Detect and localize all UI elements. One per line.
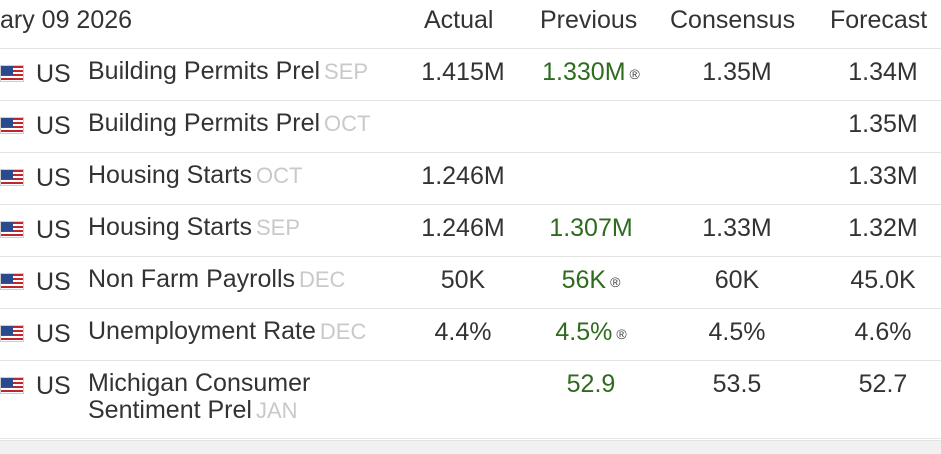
consensus-value: 53.5 [712,370,762,398]
previous-value: 1.330M [542,58,626,86]
event-name-line-2[interactable]: Sentiment Prel [88,396,252,424]
event-period: OCT [324,111,371,136]
event-period: SEP [324,59,369,84]
event-period: DEC [299,267,346,292]
previous-cell: 4.5% ® [526,318,656,347]
previous-cell: 1.330M ® [526,58,656,87]
forecast-value: 1.34M [848,58,918,86]
country-code: US [36,372,71,400]
event-title[interactable]: Non Farm Payrolls DEC [88,266,345,293]
event-name[interactable]: Building Permits Prel [88,109,321,137]
previous-cell: 56K ® [526,266,656,295]
actual-value: 1.415M [421,58,505,86]
revised-icon[interactable]: ® [616,326,627,342]
economic-calendar-table: ary 09 2026 Actual Previous Consensus Fo… [0,0,941,439]
consensus-column-header[interactable]: Consensus [670,6,796,34]
us-flag-icon [0,273,24,290]
country-code: US [36,320,71,348]
event-title[interactable]: Building Permits Prel OCT [88,110,370,137]
event-name[interactable]: Non Farm Payrolls [88,265,295,293]
forecast-value: 1.35M [848,110,918,138]
event-title[interactable]: Building Permits Prel SEP [88,58,368,85]
us-flag-icon [0,169,24,186]
us-flag-icon [0,325,24,342]
table-footer-divider [0,440,941,454]
previous-value: 52.9 [566,370,616,398]
forecast-value: 1.33M [848,162,918,190]
previous-cell: 1.307M [526,214,656,243]
date-heading: ary 09 2026 [0,6,133,34]
country-code: US [36,60,71,88]
country-code: US [36,268,71,296]
event-name[interactable]: Unemployment Rate [88,317,316,345]
forecast-value: 45.0K [850,266,916,294]
table-row[interactable]: US Michigan Consumer Sentiment Prel JAN 5… [0,361,941,439]
event-name[interactable]: Housing Starts [88,161,252,189]
table-row[interactable]: US Non Farm Payrolls DEC 50K 56K ® 60K 45.… [0,257,941,309]
previous-value: 1.307M [549,214,633,242]
event-name[interactable]: Building Permits Prel [88,57,321,85]
table-row[interactable]: US Building Permits Prel OCT 1.35M [0,101,941,153]
forecast-value: 1.32M [848,214,918,242]
forecast-value: 52.7 [858,370,908,398]
event-title[interactable]: Unemployment Rate DEC [88,318,366,345]
us-flag-icon [0,117,24,134]
event-title[interactable]: Housing Starts OCT [88,162,302,189]
country-code: US [36,112,71,140]
table-row[interactable]: US Housing Starts OCT 1.246M 1.33M [0,153,941,205]
consensus-value: 4.5% [708,318,766,346]
table-row[interactable]: US Building Permits Prel SEP 1.415M 1.330… [0,49,941,101]
us-flag-icon [0,65,24,82]
actual-value: 50K [440,266,486,294]
actual-value: 1.246M [421,214,505,242]
previous-cell: 52.9 [526,370,656,399]
previous-column-header[interactable]: Previous [540,6,638,34]
previous-value: 56K [561,266,607,294]
event-title[interactable]: Housing Starts SEP [88,214,300,241]
event-name-line-1[interactable]: Michigan Consumer [88,369,311,397]
country-code: US [36,164,71,192]
table-header: ary 09 2026 Actual Previous Consensus Fo… [0,0,941,49]
event-name[interactable]: Housing Starts [88,213,252,241]
event-period: DEC [319,319,367,344]
actual-value: 4.4% [434,318,492,346]
event-title[interactable]: Michigan Consumer Sentiment Prel JAN [88,370,310,424]
consensus-value: 1.33M [702,214,772,242]
revised-icon[interactable]: ® [610,274,621,290]
consensus-value: 1.35M [702,58,772,86]
event-period: JAN [255,398,298,423]
forecast-value: 4.6% [854,318,912,346]
us-flag-icon [0,377,24,394]
revised-icon[interactable]: ® [629,66,640,82]
event-period: SEP [255,215,300,240]
consensus-value: 60K [714,266,760,294]
country-code: US [36,216,71,244]
us-flag-icon [0,221,24,238]
event-period: OCT [255,163,303,188]
actual-column-header[interactable]: Actual [424,6,494,34]
table-row[interactable]: US Unemployment Rate DEC 4.4% 4.5% ® 4.5% … [0,309,941,361]
table-row[interactable]: US Housing Starts SEP 1.246M 1.307M 1.33M… [0,205,941,257]
forecast-column-header[interactable]: Forecast [830,6,928,34]
previous-value: 4.5% [555,318,613,346]
actual-value: 1.246M [421,162,505,190]
